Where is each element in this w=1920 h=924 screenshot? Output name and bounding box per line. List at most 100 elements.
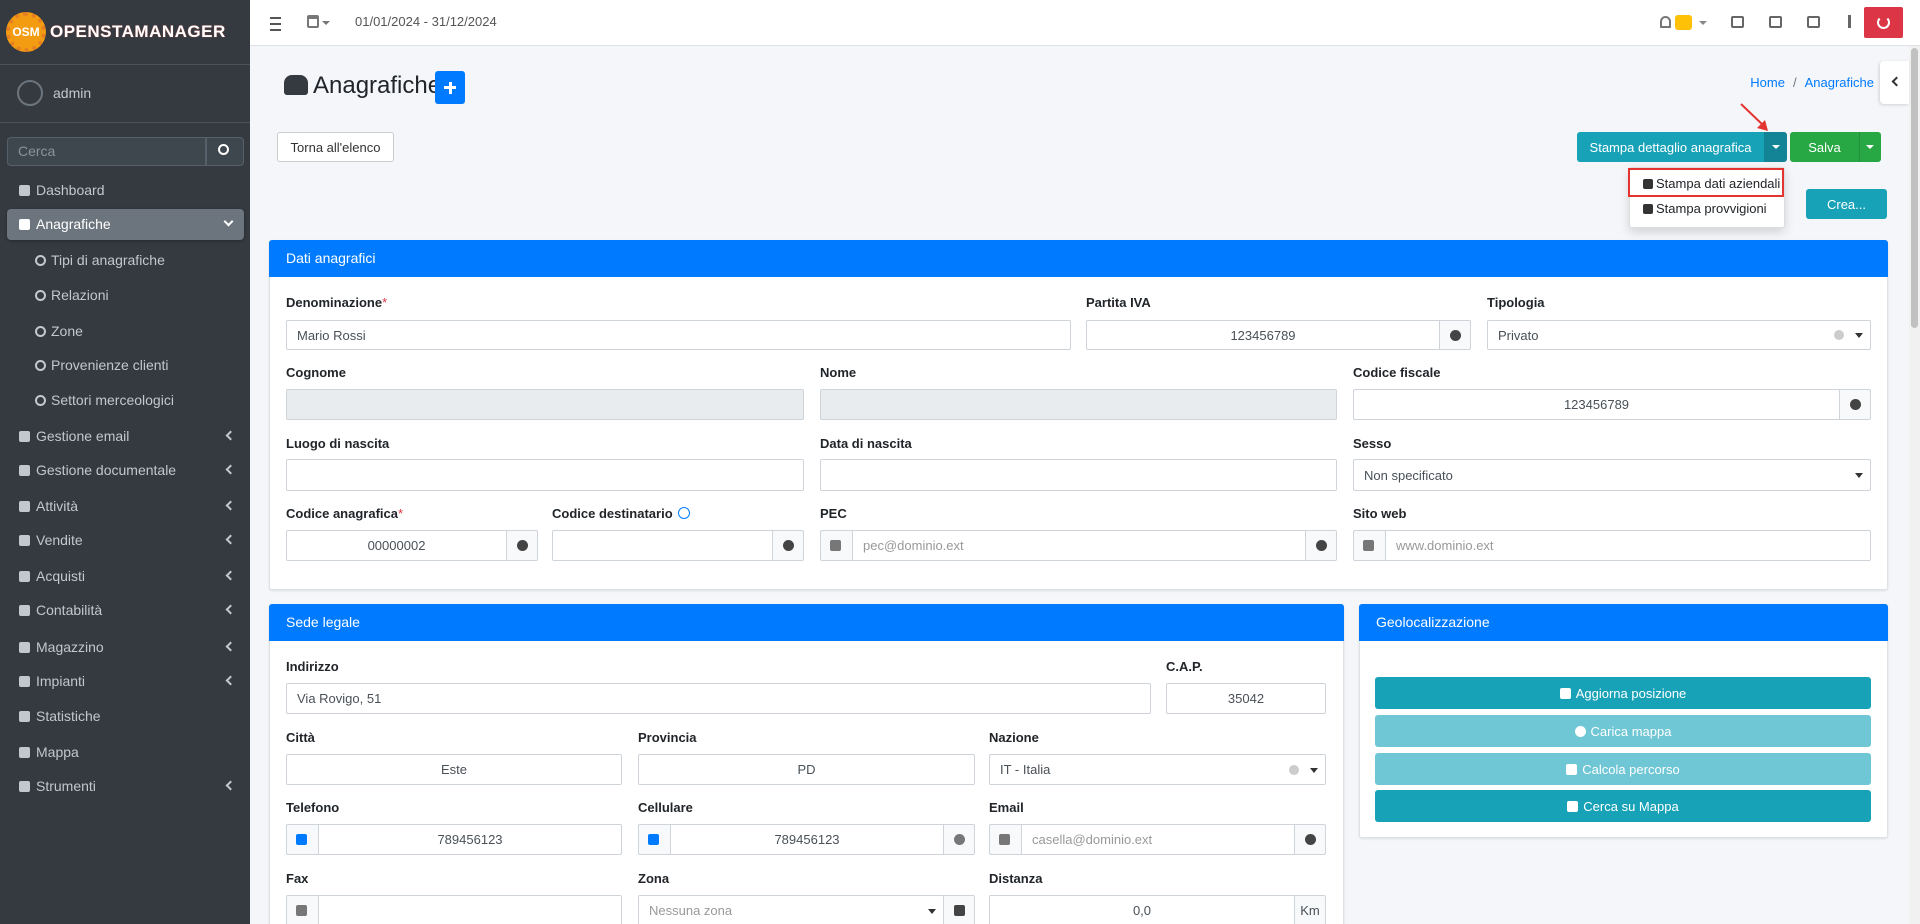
icon	[648, 834, 659, 845]
hamburger-line	[270, 23, 281, 25]
toolbar-icon[interactable]	[1769, 16, 1782, 28]
label-text: Indirizzo	[286, 658, 339, 674]
input-value: Non specificato	[1364, 467, 1453, 483]
geo-button[interactable]: Carica mappa	[1375, 715, 1871, 747]
field-label: Tipologia	[1487, 292, 1871, 312]
breadcrumb-link: Anagrafiche	[1804, 75, 1874, 90]
icon	[1643, 179, 1653, 189]
topbar	[250, 0, 1920, 46]
geo-button[interactable]: Aggiorna posizione	[1375, 677, 1871, 709]
panel-header	[269, 604, 1344, 641]
caret	[1699, 21, 1707, 25]
text-input[interactable]: PD	[638, 754, 975, 785]
menu-item[interactable]: Impianti	[36, 673, 86, 689]
text-input[interactable]: Mario Rossi	[286, 320, 1071, 350]
label-text: Distanza	[989, 870, 1043, 886]
submenu-item[interactable]: Provenienze clienti	[51, 357, 169, 373]
submenu-item[interactable]: Zone	[51, 323, 83, 339]
sidebar-toggle[interactable]	[1880, 61, 1909, 104]
menu-item[interactable]: Anagrafiche	[36, 216, 111, 232]
text-input[interactable]: 789456123	[318, 824, 622, 855]
text-input[interactable]: IT - Italia	[989, 754, 1326, 785]
menu-item[interactable]: Mappa	[36, 744, 79, 760]
bell-icon[interactable]	[1660, 16, 1671, 28]
text-input[interactable]	[318, 895, 622, 924]
required-mark: *	[382, 294, 388, 310]
field-label: C.A.P.	[1166, 656, 1326, 676]
text-input[interactable]: pec@dominio.ext	[852, 530, 1306, 561]
toolbar-icon[interactable]	[1731, 16, 1744, 28]
caret	[322, 21, 330, 25]
text-input[interactable]	[820, 389, 1337, 420]
logo-text: OPENSTAMANAGER	[50, 22, 226, 41]
print-menu-item[interactable]: Stampa provvigioni	[1656, 201, 1767, 216]
search-input[interactable]: Cerca	[7, 137, 206, 166]
power-icon	[1877, 16, 1890, 29]
text-input[interactable]: 0,0	[989, 895, 1295, 924]
text-input[interactable]: www.dominio.ext	[1385, 530, 1871, 561]
submenu-item[interactable]: Tipi di anagrafiche	[51, 252, 165, 268]
print-menu-item[interactable]: Stampa dati aziendali	[1656, 176, 1781, 191]
text-input[interactable]	[820, 459, 1337, 491]
menu-item[interactable]: Dashboard	[36, 182, 105, 198]
text-input[interactable]	[552, 530, 773, 561]
panel-title: Sede legale	[286, 614, 360, 630]
toolbar-icon[interactable]	[1807, 16, 1820, 28]
print-menu	[1629, 167, 1785, 228]
text-input[interactable]: Privato	[1487, 320, 1871, 350]
field-label: Indirizzo	[286, 656, 1151, 676]
text-input[interactable]: Via Rovigo, 51	[286, 683, 1151, 714]
field-label: Telefono	[286, 797, 622, 817]
create-button[interactable]: Crea...	[1806, 189, 1887, 219]
button-label: Aggiorna posizione	[1575, 685, 1687, 701]
menu-item[interactable]: Acquisti	[36, 568, 86, 584]
text-input[interactable]: Este	[286, 754, 622, 785]
date-range[interactable]: 01/01/2024 - 31/12/2024	[355, 14, 497, 29]
panel-header	[269, 240, 1888, 277]
calendar-icon[interactable]	[307, 15, 319, 28]
menu-item[interactable]: Gestione documentale	[36, 462, 177, 478]
button-label: Salva	[1808, 139, 1841, 155]
input-value: IT - Italia	[1000, 762, 1051, 777]
menu-item[interactable]: Statistiche	[36, 708, 101, 724]
geo-button[interactable]: Cerca su Mappa	[1375, 790, 1871, 822]
text-input[interactable]: 35042	[1166, 683, 1326, 714]
text-input[interactable]: 123456789	[1086, 320, 1440, 350]
breadcrumb: Home / Anagrafiche	[1600, 73, 1874, 93]
text-input[interactable]: 123456789	[1353, 389, 1840, 420]
menu-item[interactable]: Strumenti	[36, 778, 96, 794]
menu-item[interactable]: Attività	[36, 498, 79, 514]
text-input[interactable]: Nessuna zona	[638, 895, 944, 924]
text-input[interactable]: casella@dominio.ext	[1021, 824, 1295, 855]
label-text: Zona	[638, 870, 670, 886]
scrollbar	[1909, 46, 1920, 924]
button-label: Carica mappa	[1590, 723, 1672, 739]
input-value: 35042	[1227, 691, 1265, 706]
print-button[interactable]: Stampa dettaglio anagrafica	[1577, 132, 1764, 162]
required-mark: *	[398, 505, 404, 521]
label-text: Denominazione	[286, 294, 383, 310]
text-input[interactable]: 789456123	[670, 824, 944, 855]
menu-item[interactable]: Gestione email	[36, 428, 130, 444]
panel-title: Geolocalizzazione	[1376, 614, 1490, 630]
menu-item[interactable]: Magazzino	[36, 639, 104, 655]
menu-item[interactable]: Contabilità	[36, 602, 103, 618]
menu-item[interactable]: Vendite	[36, 532, 83, 548]
sidebar-divider	[0, 64, 250, 65]
text-input[interactable]: Non specificato	[1353, 459, 1871, 491]
sidebar-divider	[0, 122, 250, 123]
icon	[830, 540, 841, 551]
icon	[19, 675, 30, 687]
save-button[interactable]: Salva	[1790, 132, 1859, 162]
submenu-item[interactable]: Relazioni	[51, 287, 109, 303]
back-button[interactable]: Torna all'elenco	[277, 132, 394, 162]
info-icon[interactable]	[1848, 15, 1851, 28]
input-placeholder: casella@dominio.ext	[1032, 832, 1153, 847]
user-name[interactable]: admin	[53, 85, 92, 101]
text-input[interactable]	[286, 389, 804, 420]
submenu-item[interactable]: Settori merceologici	[51, 392, 174, 408]
geo-button[interactable]: Calcola percorso	[1375, 753, 1871, 785]
text-input[interactable]: 00000002	[286, 530, 507, 561]
breadcrumb-separator: /	[1792, 75, 1797, 90]
text-input[interactable]	[286, 459, 804, 491]
